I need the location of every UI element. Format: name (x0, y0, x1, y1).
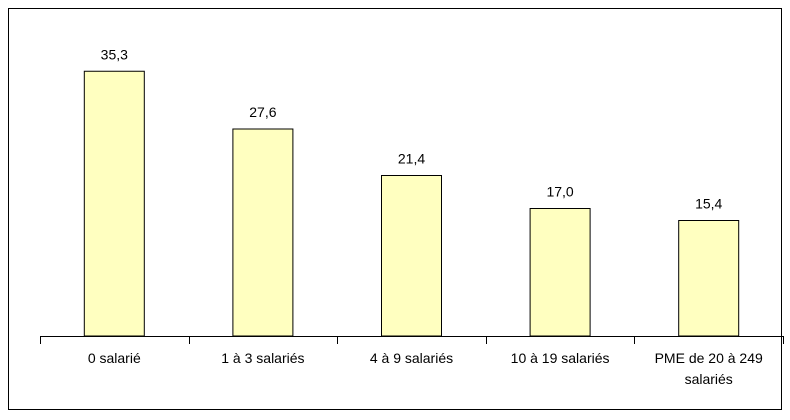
value-label: 21,4 (398, 151, 425, 167)
x-tick-label: 0 salarié (87, 350, 141, 366)
value-label: 17,0 (546, 184, 573, 200)
x-tick-label: 10 à 19 salariés (510, 350, 610, 366)
bar (678, 220, 740, 337)
value-label: 15,4 (695, 196, 722, 212)
x-tick-label: 4 à 9 salariés (369, 350, 454, 366)
bar (232, 128, 294, 337)
x-tick-label: PME de 20 à 249 salariés (654, 350, 763, 387)
chart-border (8, 8, 782, 410)
bar (381, 175, 442, 337)
x-tick-label: 1 à 3 salariés (221, 350, 305, 366)
value-label: 35,3 (101, 46, 128, 62)
bar (83, 70, 145, 337)
value-label: 27,6 (249, 104, 276, 120)
bar (529, 208, 591, 337)
